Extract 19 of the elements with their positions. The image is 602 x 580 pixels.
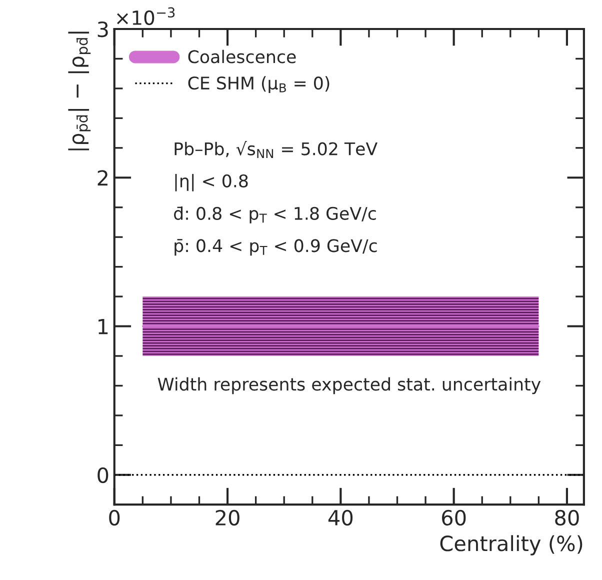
y-axis-title: |ρ$_{p̄d̄}$| − |ρ$_{pd̄}$| — [68, 32, 91, 150]
x-tick-label: 20 — [216, 510, 240, 526]
annotation: |η| < 0.8 — [175, 174, 248, 192]
legend-label: CE SHM (μ$_{B}$ = 0) — [188, 76, 330, 93]
annotation: Pb–Pb, √s$_{NN}$ = 5.02 TeV — [174, 141, 378, 158]
text: ×10$^{−3}$ — [117, 7, 175, 26]
y-tick-label: 2 — [98, 170, 108, 186]
y-tick-label: 0 — [98, 467, 108, 484]
x-tick-label: 80 — [555, 510, 579, 526]
x-tick-label: 0 — [109, 510, 120, 526]
annotation: Width represents expected stat. uncertainty — [158, 377, 541, 394]
y-tick-label: 1 — [98, 318, 108, 334]
annotation: d̄: 0.8 < p$_{T}$ < 1.8 GeV/c — [174, 206, 376, 224]
x-tick-label: 40 — [328, 510, 353, 526]
x-tick-label: 60 — [442, 510, 466, 526]
legend-label: Coalescence — [188, 50, 296, 64]
y-tick-label: 3 — [98, 21, 108, 38]
annotation: p̄: 0.4 < p$_{T}$ < 0.9 GeV/c — [174, 239, 377, 256]
x-axis-title: Centrality (%) — [440, 535, 582, 556]
